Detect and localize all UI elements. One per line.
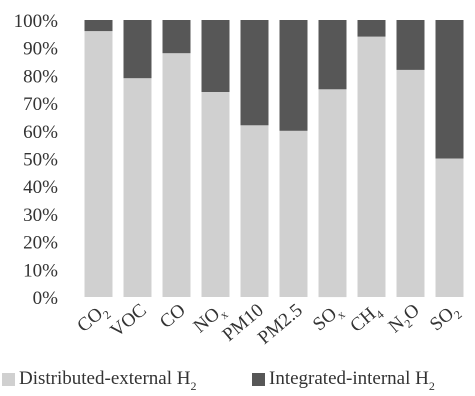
bar-integrated-internal	[84, 20, 113, 32]
y-tick-label: 10%	[23, 260, 58, 281]
stacked-percent-bar-chart: 0% 10% 20% 30% 40% 50% 60% 70% 80% 90% 100% CO2VOC…	[14, 11, 465, 349]
x-category-label: SOx	[309, 300, 348, 338]
bar-distributed-external	[357, 36, 386, 297]
x-category-label: CO	[156, 300, 190, 333]
bar-distributed-external	[240, 125, 269, 297]
legend-swatch-integrated-internal	[252, 372, 265, 386]
bar-distributed-external	[318, 89, 347, 298]
bars	[84, 20, 464, 298]
y-tick-label: 0%	[33, 288, 59, 309]
y-tick-label: 30%	[23, 205, 58, 226]
bar-integrated-internal	[123, 20, 152, 79]
legend: Distributed-external H2 Integrated-inter…	[0, 368, 475, 396]
bar-integrated-internal	[201, 20, 230, 92]
x-category-label: SO2	[426, 300, 465, 338]
bar-distributed-external	[201, 92, 230, 297]
legend-label-integrated-internal: Integrated-internal H2	[269, 368, 435, 393]
y-tick-label: 40%	[23, 177, 58, 198]
bar-integrated-internal	[318, 20, 347, 90]
legend-item-distributed-external: Distributed-external H2	[2, 368, 197, 393]
bar-integrated-internal	[357, 20, 386, 37]
y-tick-label: 50%	[23, 150, 58, 171]
x-category-label: PM2.5	[254, 300, 307, 349]
bar-integrated-internal	[435, 20, 464, 159]
y-tick-label: 90%	[23, 39, 58, 60]
bar-distributed-external	[84, 31, 113, 297]
x-category-label: VOC	[106, 300, 150, 342]
y-tick-label: 70%	[23, 94, 58, 115]
y-axis: 0% 10% 20% 30% 40% 50% 60% 70% 80% 90% 100%	[14, 11, 59, 309]
bar-integrated-internal	[396, 20, 425, 70]
bar-integrated-internal	[279, 20, 308, 131]
bar-distributed-external	[162, 53, 191, 298]
bar-integrated-internal	[240, 20, 269, 126]
bar-integrated-internal	[162, 20, 191, 54]
legend-label-distributed-external: Distributed-external H2	[19, 368, 197, 393]
x-category-label: CO2	[73, 300, 113, 339]
x-category-label: CH4	[346, 300, 386, 339]
x-category-label: N2O	[385, 300, 426, 340]
legend-item-integrated-internal: Integrated-internal H2	[252, 368, 435, 393]
y-tick-label: 20%	[23, 233, 58, 254]
bar-distributed-external	[435, 158, 464, 297]
bar-distributed-external	[279, 130, 308, 297]
y-tick-label: 60%	[23, 122, 58, 143]
legend-swatch-distributed-external	[2, 372, 15, 386]
bar-distributed-external	[396, 69, 425, 298]
bar-distributed-external	[123, 78, 152, 297]
y-tick-label: 100%	[14, 11, 59, 32]
y-tick-label: 80%	[23, 66, 58, 87]
